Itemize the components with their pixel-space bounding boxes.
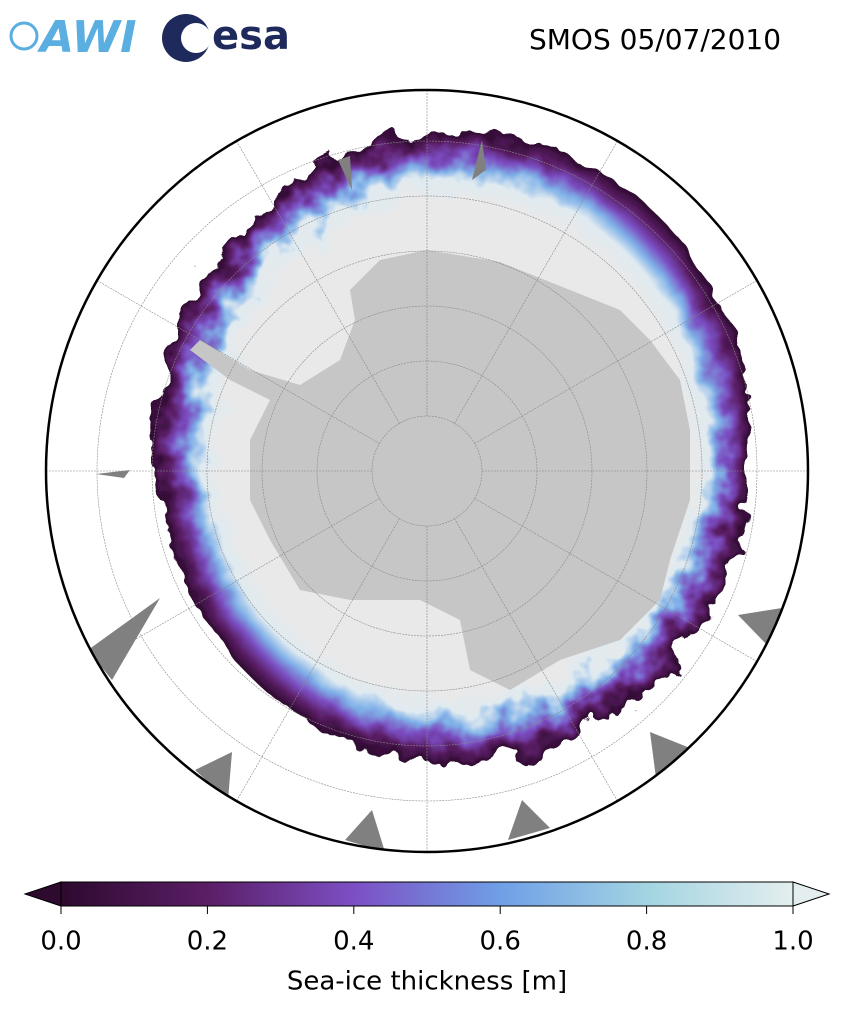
title: SMOS 05/07/2010 xyxy=(529,23,781,56)
meridian xyxy=(96,280,380,444)
colorbar-extend-low xyxy=(23,881,62,907)
meridian xyxy=(454,518,618,802)
antarctica xyxy=(190,250,690,690)
map xyxy=(46,90,808,852)
tick-label: 0.8 xyxy=(626,927,667,957)
graticule xyxy=(46,90,808,852)
logo-text: AWI xyxy=(37,12,137,63)
colorbar-bar xyxy=(60,881,794,907)
meridian xyxy=(474,280,758,444)
logo-text: esa xyxy=(212,13,290,59)
logo-awi: AWI xyxy=(9,12,137,63)
colorbar: Sea-ice thickness [m] 0.0 0.2 0.4 0.6 0.8 1.0 xyxy=(23,881,831,997)
tick-label: 0.0 xyxy=(40,927,81,957)
colorbar-label: Sea-ice thickness [m] xyxy=(287,967,567,997)
tick-label: 0.6 xyxy=(480,927,521,957)
meridian xyxy=(236,140,400,424)
tick-label: 1.0 xyxy=(772,927,813,957)
icebergs xyxy=(88,140,782,852)
meridian xyxy=(96,498,380,662)
meridian xyxy=(474,498,758,662)
meridian xyxy=(454,140,618,424)
colorbar-extend-high xyxy=(792,881,831,907)
tick-label: 0.2 xyxy=(187,927,228,957)
tick-label: 0.4 xyxy=(333,927,374,957)
map-frame xyxy=(44,88,810,854)
logo-esa: esa xyxy=(162,13,290,62)
meridian xyxy=(236,518,400,802)
